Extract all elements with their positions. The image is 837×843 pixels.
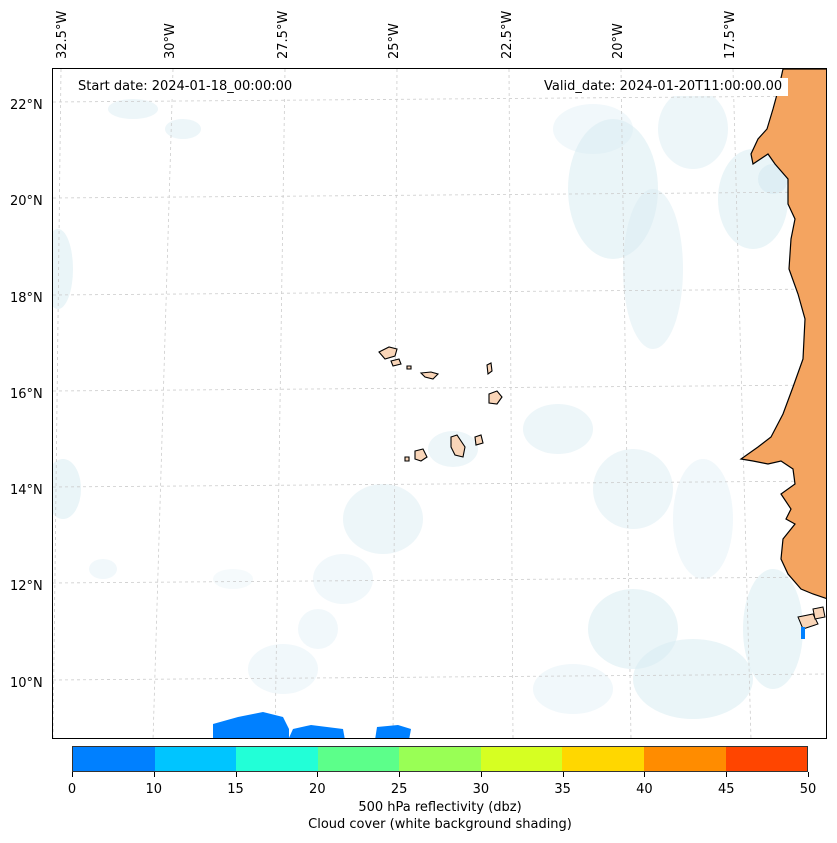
colorbar-segment-0 xyxy=(73,747,155,771)
colorbar-segment-4 xyxy=(399,747,481,771)
bijagos-islands xyxy=(797,613,819,630)
lon-label-32.5w: 32.5°W xyxy=(55,10,70,59)
africa-land xyxy=(739,69,826,599)
colorbar-segment-5 xyxy=(480,747,563,771)
lat-label-10n: 10°N xyxy=(10,676,43,691)
map-canvas xyxy=(53,69,826,738)
colorbar-tick-label: 15 xyxy=(227,782,244,797)
colorbar-tickmark xyxy=(317,772,319,777)
brava-island xyxy=(404,456,410,462)
boa-vista-island xyxy=(488,390,503,405)
reflectivity-coastal-spot xyxy=(801,627,805,639)
colorbar-tickmark xyxy=(399,772,401,777)
santiago-island xyxy=(450,434,466,458)
colorbar-segment-3 xyxy=(317,747,400,771)
colorbar-tick-label: 10 xyxy=(145,782,163,797)
lat-label-16n: 16°N xyxy=(10,387,43,402)
colorbar-tick-label: 45 xyxy=(717,782,735,797)
lat-label-20n: 20°N xyxy=(10,194,43,209)
sao-nicolau-island xyxy=(419,371,440,380)
colorbar-tickmark xyxy=(644,772,646,777)
colorbar-tick-label: 25 xyxy=(390,782,408,797)
colorbar-tick-label: 35 xyxy=(554,782,571,797)
maio-island xyxy=(474,434,484,446)
colorbar xyxy=(72,746,808,772)
colorbar-tickmark xyxy=(480,772,482,777)
colorbar-tickmark xyxy=(726,772,728,777)
lat-label-22n: 22°N xyxy=(10,98,43,113)
lon-label-27.5w: 27.5°W xyxy=(276,10,291,59)
colorbar-tickmark xyxy=(235,772,237,777)
colorbar-tick-label: 20 xyxy=(309,782,326,797)
map-area[interactable] xyxy=(52,68,827,739)
colorbar-segment-8 xyxy=(725,747,808,771)
colorbar-tick-label: 40 xyxy=(636,782,653,797)
colorbar-tick-label: 0 xyxy=(67,782,77,797)
sao-vicente-island xyxy=(390,358,402,367)
colorbar-label-line2: Cloud cover (white background shading) xyxy=(308,817,572,832)
lon-label-17.5w: 17.5°W xyxy=(723,10,738,59)
colorbar-tickmark xyxy=(808,772,809,777)
start-date-label: Start date: 2024-01-18_00:00:00 xyxy=(72,78,299,96)
fogo-island xyxy=(414,448,428,462)
cloud-cover-layer xyxy=(53,89,803,719)
cape-verde-islands xyxy=(378,346,503,462)
reflectivity-blob-1 xyxy=(213,712,289,738)
lon-label-22.5w: 22.5°W xyxy=(500,10,515,59)
colorbar-segment-2 xyxy=(236,747,318,771)
lat-label-18n: 18°N xyxy=(10,291,43,306)
valid-date-label: Valid_date: 2024-01-20T11:00:00.00 xyxy=(538,78,789,96)
sal-island xyxy=(486,362,493,376)
colorbar-segment-1 xyxy=(154,747,237,771)
santo-antao-island xyxy=(378,346,398,360)
colorbar-tick-label: 30 xyxy=(472,782,490,797)
reflectivity-blobs xyxy=(213,712,411,738)
colorbar-segment-7 xyxy=(643,747,726,771)
colorbar-label-line1: 500 hPa reflectivity (dbz) xyxy=(358,800,522,815)
reflectivity-blob-2 xyxy=(288,725,345,738)
lon-label-30w: 30°W xyxy=(163,23,178,59)
lon-label-25w: 25°W xyxy=(387,23,402,59)
lon-label-20w: 20°W xyxy=(611,23,626,59)
lat-label-14n: 14°N xyxy=(10,483,43,498)
colorbar-segment-6 xyxy=(562,747,644,771)
colorbar-tickmark xyxy=(72,772,73,777)
lat-label-12n: 12°N xyxy=(10,579,43,594)
colorbar-tickmark xyxy=(562,772,564,777)
santa-luzia-island xyxy=(406,365,412,370)
gridlines xyxy=(53,69,826,738)
bissagos-island-2 xyxy=(812,606,826,620)
colorbar-tickmark xyxy=(153,772,155,777)
reflectivity-blob-3 xyxy=(375,725,411,738)
colorbar-tick-label: 50 xyxy=(799,782,817,797)
